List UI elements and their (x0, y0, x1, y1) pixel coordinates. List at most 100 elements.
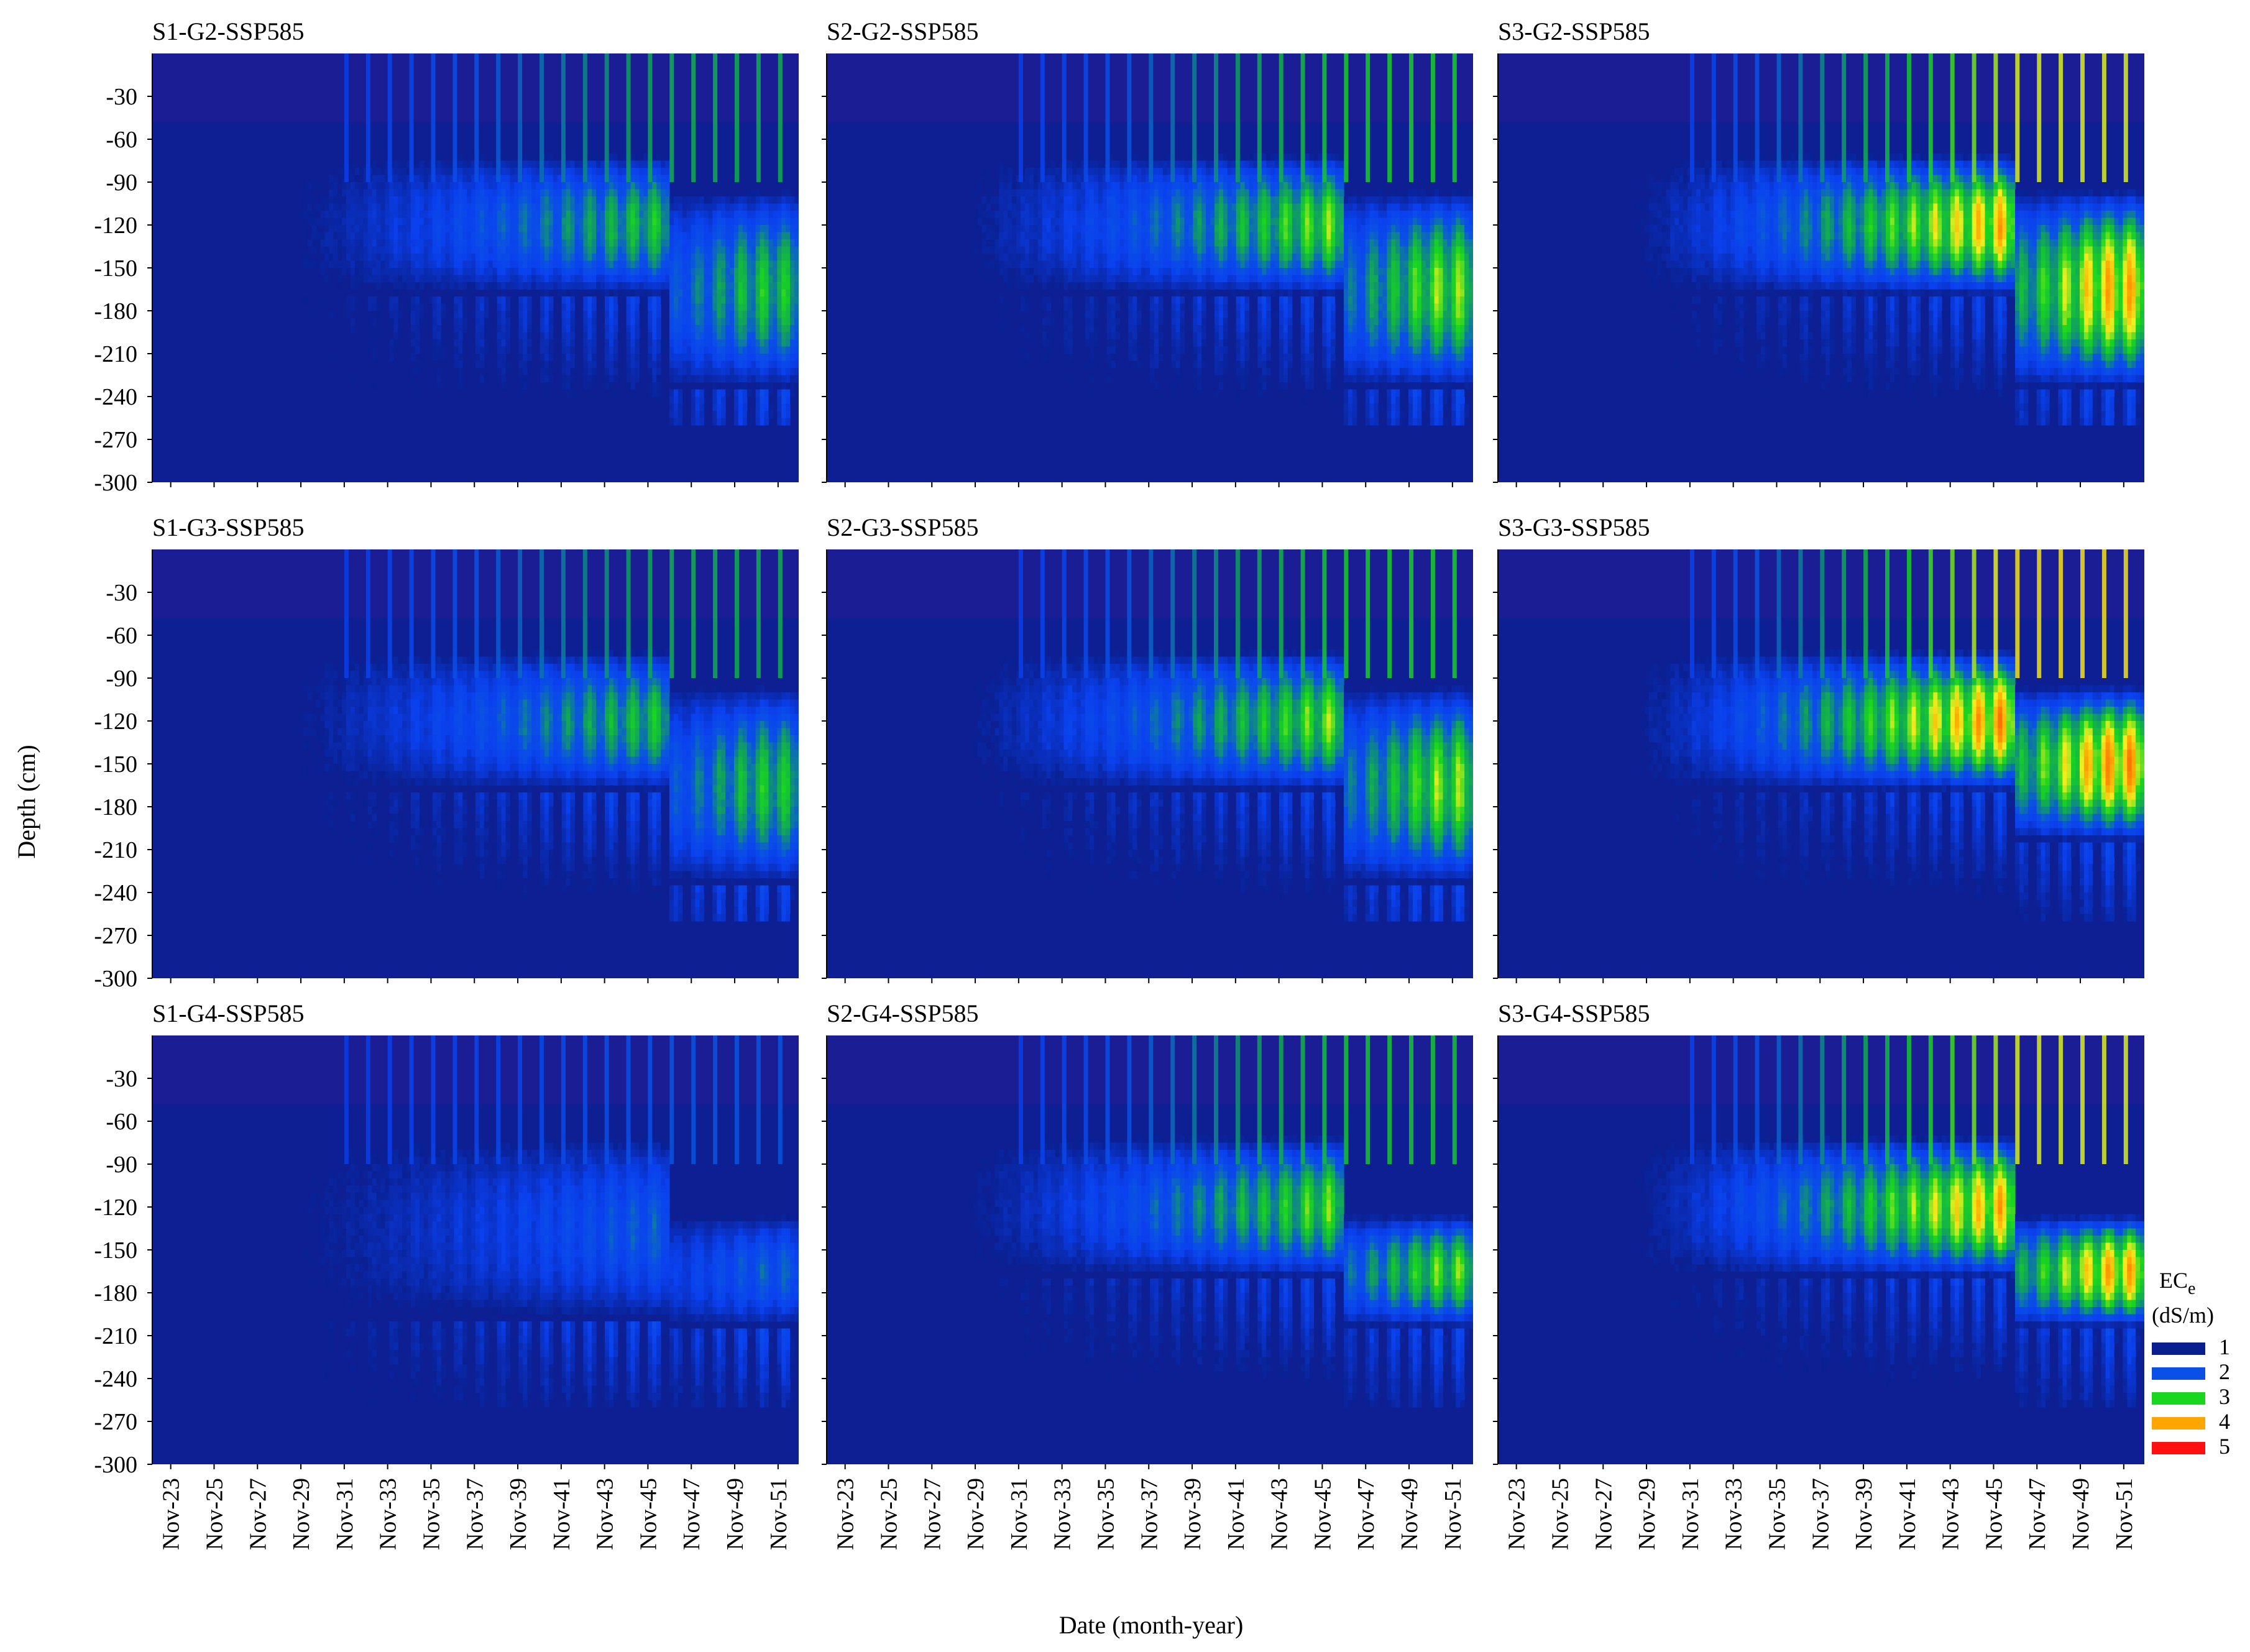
heatmap-cell (501, 289, 507, 297)
heatmap-cell (760, 303, 765, 311)
heatmap-cell (755, 232, 761, 240)
heatmap-cell (1146, 203, 1150, 211)
heatmap-cell (751, 254, 756, 262)
heatmap-cell (1283, 339, 1288, 347)
heatmap-cell (557, 175, 562, 183)
heatmap-cell (544, 382, 549, 390)
heatmap-cell (479, 246, 485, 254)
heatmap-cell (734, 418, 739, 426)
heatmap-cell (1150, 203, 1155, 211)
heatmap-cell (1279, 289, 1284, 297)
heatmap-cell (1206, 232, 1211, 240)
heatmap-cell (359, 168, 364, 176)
heatmap-cell (462, 182, 467, 190)
heatmap-cell (393, 203, 398, 211)
heatmap-cell (1008, 246, 1012, 254)
heatmap-cell (1270, 254, 1275, 262)
heatmap-cell (1102, 175, 1108, 183)
heatmap-cell (402, 203, 407, 211)
heatmap-cell (1077, 182, 1081, 190)
heatmap-cell (617, 268, 623, 276)
heatmap-cell (1210, 196, 1215, 204)
heatmap-cell (1240, 246, 1246, 254)
heatmap-cell (613, 282, 618, 290)
heatmap-streak (474, 53, 479, 182)
heatmap-cell (1193, 318, 1198, 326)
heatmap-cell (536, 175, 541, 183)
heatmap-cell (566, 382, 571, 390)
heatmap-cell (781, 296, 786, 305)
heatmap-cell (730, 382, 735, 390)
heatmap-cell (1146, 182, 1150, 190)
heatmap-cell (518, 311, 523, 319)
heatmap-cell (742, 275, 748, 283)
heatmap-cell (1089, 175, 1095, 183)
heatmap-cell (1180, 160, 1185, 168)
heatmap-cell (712, 375, 717, 383)
heatmap-cell (682, 325, 687, 333)
heatmap-cell (742, 403, 748, 411)
heatmap-cell (1037, 254, 1043, 262)
heatmap-cell (1068, 182, 1073, 190)
heatmap-cell (1003, 196, 1008, 204)
heatmap-cell (1305, 275, 1310, 283)
heatmap-cell (608, 225, 614, 233)
heatmap-cell (596, 196, 601, 204)
heatmap-cell (1063, 268, 1068, 276)
heatmap-cell (1132, 289, 1137, 297)
heatmap-cell (656, 160, 661, 168)
heatmap-cell (790, 211, 795, 219)
heatmap-cell (505, 346, 510, 354)
heatmap-cell (781, 325, 786, 333)
heatmap-cell (768, 346, 773, 354)
heatmap-cell (1210, 246, 1215, 254)
heatmap-cell (523, 254, 528, 262)
heatmap-cell (669, 218, 674, 226)
heatmap-cell (1326, 354, 1331, 362)
heatmap-cell (372, 232, 377, 240)
heatmap-cell (1180, 225, 1185, 233)
heatmap-cell (1102, 203, 1108, 211)
heatmap-cell (570, 160, 575, 168)
heatmap-cell (1042, 296, 1047, 305)
heatmap-cell (755, 397, 761, 405)
heatmap-cell (393, 268, 398, 276)
heatmap-cell (462, 175, 467, 183)
heatmap-cell (1175, 254, 1181, 262)
heatmap-cell (557, 232, 562, 240)
heatmap-cell (1244, 232, 1249, 240)
heatmap-cell (777, 360, 782, 369)
heatmap-cell (380, 225, 385, 233)
heatmap-cell (1215, 189, 1219, 197)
heatmap-cell (415, 168, 420, 176)
heatmap-cell (415, 318, 420, 326)
heatmap-cell (1137, 225, 1142, 233)
heatmap-cell (600, 254, 605, 262)
heatmap-cell (561, 246, 567, 254)
heatmap-cell (677, 203, 683, 211)
heatmap-cell (717, 346, 722, 354)
heatmap-cell (436, 275, 442, 283)
heatmap-cell (531, 168, 536, 176)
heatmap-cell (479, 296, 485, 305)
heatmap-cell (1313, 203, 1318, 211)
heatmap-cell (999, 260, 1004, 268)
heatmap-cell (1154, 175, 1159, 183)
heatmap-cell (1146, 225, 1150, 233)
heatmap-cell (673, 268, 679, 276)
heatmap-streak (409, 53, 414, 182)
heatmap-cell (1197, 368, 1202, 376)
heatmap-cell (686, 339, 692, 347)
heatmap-cell (553, 232, 558, 240)
heatmap-cell (1201, 311, 1206, 319)
heatmap-cell (760, 289, 765, 297)
heatmap-cell (1270, 218, 1275, 226)
heatmap-cell (751, 225, 756, 233)
heatmap-cell (1266, 260, 1271, 268)
heatmap-cell (1262, 218, 1267, 226)
heatmap-cell (721, 339, 726, 347)
heatmap-cell (380, 239, 385, 247)
heatmap-cell (1331, 282, 1336, 290)
heatmap-cell (1072, 182, 1077, 190)
heatmap-cell (617, 332, 623, 340)
